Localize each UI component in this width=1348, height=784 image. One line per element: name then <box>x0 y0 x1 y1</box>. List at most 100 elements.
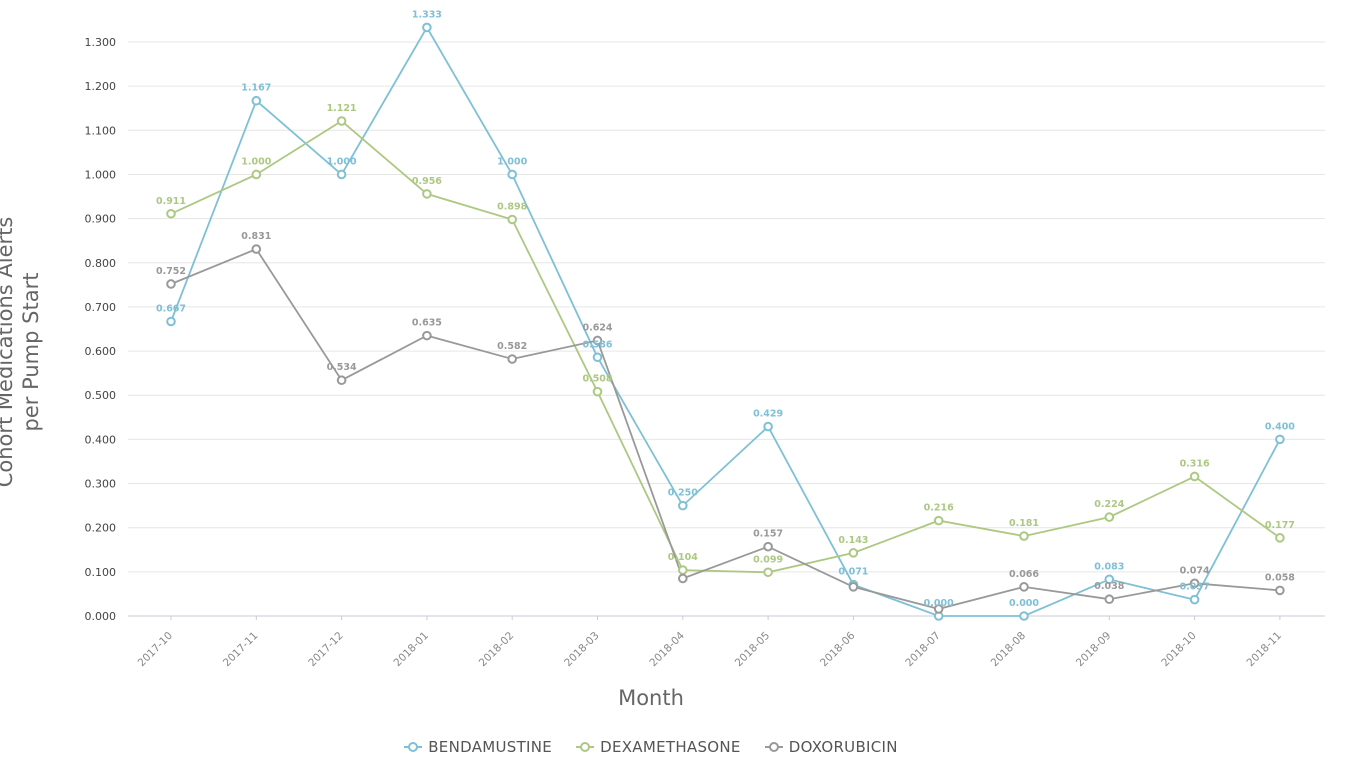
data-point-bendamustine <box>422 22 432 33</box>
data-label-dexamethasone: 1.000 <box>241 156 271 167</box>
data-point-doxorubicin <box>678 573 688 584</box>
data-label-dexamethasone: 0.104 <box>668 552 698 563</box>
y-tick-label: 1.000 <box>85 168 117 181</box>
data-label-bendamustine: 0.400 <box>1265 421 1295 432</box>
data-label-doxorubicin: 0.066 <box>1009 569 1039 580</box>
data-point-doxorubicin <box>507 354 518 364</box>
data-point-dexamethasone <box>1275 533 1285 543</box>
data-label-bendamustine: 0.000 <box>1009 598 1039 609</box>
data-label-dexamethasone: 0.911 <box>156 196 186 207</box>
y-tick-label: 0.400 <box>85 433 117 446</box>
y-tick-label: 0.100 <box>85 566 117 579</box>
x-tick-label: 2018-09 <box>1074 630 1114 670</box>
data-label-bendamustine: 0.071 <box>838 567 868 578</box>
x-tick-label: 2018-10 <box>1159 630 1199 670</box>
data-label-dexamethasone: 0.143 <box>838 535 868 546</box>
data-label-doxorubicin: 0.582 <box>497 341 527 352</box>
data-label-dexamethasone: 1.121 <box>327 103 357 114</box>
data-label-bendamustine: 0.586 <box>582 339 612 350</box>
data-label-doxorubicin: 0.635 <box>412 318 442 329</box>
x-tick-label: 2017-10 <box>136 630 176 670</box>
y-axis-title: Cohort Medications Alerts per Pump Start <box>0 217 44 488</box>
x-tick-label: 2018-06 <box>818 629 858 669</box>
data-label-bendamustine: 1.167 <box>241 83 271 94</box>
y-tick-label: 0.200 <box>85 522 117 535</box>
y-axis-title-line-1: Cohort Medications Alerts <box>0 216 17 488</box>
y-tick-label: 0.500 <box>85 389 117 402</box>
x-tick-label: 2018-03 <box>562 630 602 670</box>
y-tick-label: 0.000 <box>85 610 117 623</box>
legend-marker-icon <box>764 741 783 753</box>
y-tick-label: 0.300 <box>85 478 117 491</box>
x-tick-label: 2018-11 <box>1245 630 1285 670</box>
legend-label: DOXORUBICIN <box>788 738 898 756</box>
data-label-bendamustine: 1.000 <box>327 156 357 167</box>
legend-item-doxorubicin[interactable]: DOXORUBICIN <box>764 738 898 756</box>
data-label-bendamustine: 0.037 <box>1180 582 1210 593</box>
data-point-bendamustine <box>1189 594 1200 605</box>
data-point-bendamustine <box>166 316 176 327</box>
data-point-dexamethasone <box>933 515 944 526</box>
y-tick-label: 0.900 <box>85 213 117 226</box>
data-label-dexamethasone: 0.216 <box>924 503 954 514</box>
data-label-dexamethasone: 0.181 <box>1009 518 1039 529</box>
data-label-bendamustine: 0.083 <box>1094 561 1124 572</box>
data-label-dexamethasone: 0.177 <box>1265 520 1295 531</box>
data-point-dexamethasone <box>507 214 518 225</box>
data-point-doxorubicin <box>763 541 773 552</box>
data-label-bendamustine: 1.333 <box>412 9 442 20</box>
data-point-dexamethasone <box>1189 471 1200 482</box>
series-line-doxorubicin <box>170 247 1280 610</box>
data-point-doxorubicin <box>166 279 176 289</box>
legend-marker-icon <box>404 741 423 753</box>
legend-item-bendamustine[interactable]: BENDAMUSTINE <box>404 738 552 756</box>
x-tick-label: 2018-07 <box>903 630 943 670</box>
data-point-dexamethasone <box>592 386 603 397</box>
data-point-doxorubicin <box>592 335 603 346</box>
data-point-bendamustine <box>592 352 603 363</box>
data-point-bendamustine <box>1019 611 1029 621</box>
data-point-doxorubicin <box>1019 582 1029 592</box>
data-label-dexamethasone: 0.316 <box>1180 458 1210 469</box>
data-point-dexamethasone <box>848 548 859 558</box>
y-tick-label: 0.800 <box>85 257 117 270</box>
data-label-bendamustine: 0.667 <box>156 303 186 314</box>
data-label-bendamustine: 0.429 <box>753 409 783 420</box>
data-label-bendamustine: 1.000 <box>497 156 527 167</box>
data-point-dexamethasone <box>166 208 176 219</box>
data-point-dexamethasone <box>1019 531 1029 541</box>
data-label-dexamethasone: 0.099 <box>753 554 783 565</box>
data-label-doxorubicin: 0.058 <box>1265 572 1295 583</box>
data-point-doxorubicin <box>848 582 859 592</box>
data-point-bendamustine <box>678 500 688 511</box>
x-tick-label: 2018-01 <box>392 630 432 670</box>
y-tick-label: 1.300 <box>85 36 117 49</box>
y-axis-title-line-2: per Pump Start <box>19 272 43 432</box>
x-tick-label: 2018-02 <box>477 630 517 670</box>
data-point-bendamustine <box>1275 434 1285 445</box>
data-point-bendamustine <box>251 95 262 106</box>
legend-label: DEXAMETHASONE <box>600 738 741 756</box>
data-point-doxorubicin <box>1275 585 1285 596</box>
data-point-doxorubicin <box>933 604 944 614</box>
data-point-dexamethasone <box>1104 512 1115 522</box>
data-point-doxorubicin <box>422 330 432 341</box>
data-point-doxorubicin <box>1104 594 1115 605</box>
data-label-doxorubicin: 0.831 <box>241 231 271 242</box>
y-tick-label: 1.100 <box>85 124 117 137</box>
data-point-doxorubicin <box>336 375 347 386</box>
x-tick-label: 2018-04 <box>647 629 687 669</box>
series-line-bendamustine <box>170 25 1281 617</box>
data-label-doxorubicin: 0.074 <box>1180 565 1210 576</box>
x-tick-label: 2018-05 <box>733 630 773 670</box>
data-label-dexamethasone: 0.956 <box>412 176 442 187</box>
data-label-dexamethasone: 0.508 <box>582 374 612 385</box>
y-tick-label: 1.200 <box>85 80 117 93</box>
data-point-dexamethasone <box>336 116 347 126</box>
legend-item-dexamethasone[interactable]: DEXAMETHASONE <box>576 738 741 756</box>
data-point-bendamustine <box>336 169 347 180</box>
series-line-dexamethasone <box>170 119 1281 574</box>
data-label-doxorubicin: 0.038 <box>1094 581 1124 592</box>
